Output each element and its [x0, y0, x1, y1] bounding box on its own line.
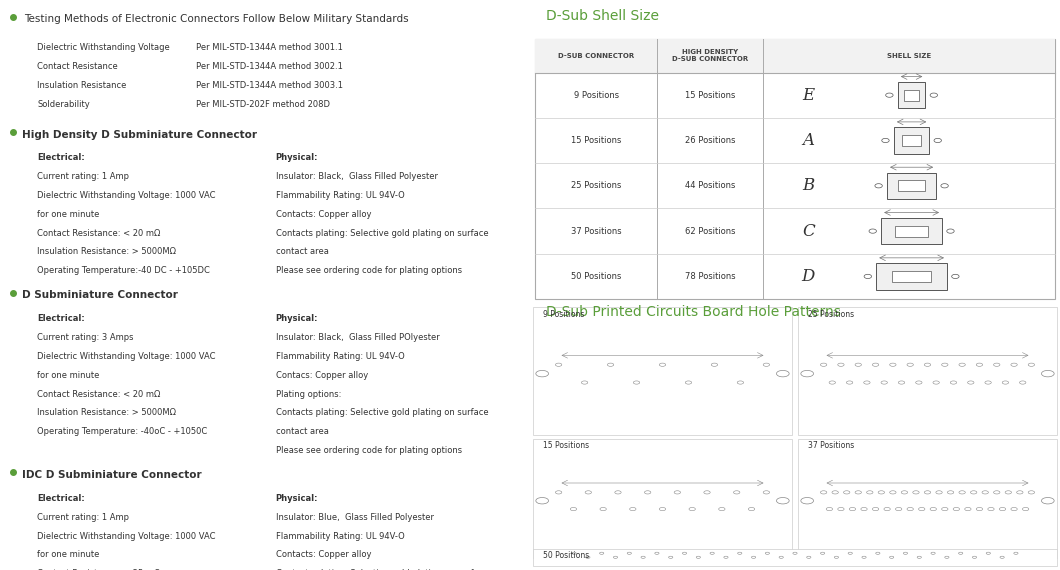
Bar	[797, 307, 1057, 435]
Text: Contacts plating: Selective gold plating on surface: Contacts plating: Selective gold plating…	[276, 408, 489, 417]
Text: D-Sub Shell Size: D-Sub Shell Size	[546, 9, 659, 23]
Text: Insulator: Black,  Glass Filled Polyester: Insulator: Black, Glass Filled Polyester	[276, 172, 438, 181]
Text: Plating options:: Plating options:	[276, 389, 341, 398]
Text: 15 Positions: 15 Positions	[571, 136, 621, 145]
Text: Insulation Resistance: > 5000MΩ: Insulation Resistance: > 5000MΩ	[37, 408, 176, 417]
Text: Current rating: 1 Amp: Current rating: 1 Amp	[37, 172, 129, 181]
Bar	[532, 548, 1057, 566]
Text: Dielectric Withstanding Voltage: Dielectric Withstanding Voltage	[37, 43, 170, 52]
Text: High Density D Subminiature Connector: High Density D Subminiature Connector	[22, 129, 258, 140]
Text: Physical:: Physical:	[276, 494, 318, 503]
Bar	[881, 218, 942, 245]
Text: Physical:: Physical:	[276, 153, 318, 162]
Bar	[535, 39, 1055, 72]
Text: Per MIL-STD-1344A method 3003.1: Per MIL-STD-1344A method 3003.1	[196, 81, 343, 90]
Text: Physical:: Physical:	[276, 314, 318, 323]
Text: Per MIL-STD-202F method 208D: Per MIL-STD-202F method 208D	[196, 100, 330, 109]
Text: 37 Positions: 37 Positions	[808, 441, 854, 450]
Text: contact area: contact area	[276, 247, 329, 256]
Text: Dielectric Withstanding Voltage: 1000 VAC: Dielectric Withstanding Voltage: 1000 VA…	[37, 352, 215, 361]
Text: Dielectric Withstanding Voltage: 1000 VAC: Dielectric Withstanding Voltage: 1000 VA…	[37, 532, 215, 540]
Text: Contacts: Copper alloy: Contacts: Copper alloy	[276, 551, 371, 559]
Text: Insulator: Blue,  Glass Filled Polyester: Insulator: Blue, Glass Filled Polyester	[276, 513, 434, 522]
Text: Please see ordering code for plating options: Please see ordering code for plating opt…	[276, 266, 462, 275]
Text: Testing Methods of Electronic Connectors Follow Below Military Standards: Testing Methods of Electronic Connectors…	[23, 14, 408, 25]
Bar	[532, 439, 792, 558]
Text: Per MIL-STD-1344A method 3002.1: Per MIL-STD-1344A method 3002.1	[196, 62, 343, 71]
Text: D: D	[801, 268, 815, 285]
Text: SHELL SIZE: SHELL SIZE	[887, 53, 931, 59]
Text: Per MIL-STD-1344A method 3001.1: Per MIL-STD-1344A method 3001.1	[196, 43, 343, 52]
Text: Contact Resistance: Contact Resistance	[37, 62, 118, 71]
Text: E: E	[802, 87, 814, 104]
Text: Contacts plating: Selective gold plating on surface: Contacts plating: Selective gold plating…	[276, 229, 489, 238]
Text: Contact Resistance: < 20 mΩ: Contact Resistance: < 20 mΩ	[37, 229, 160, 238]
Text: D-Sub Printed Circuits Board Hole Patterns: D-Sub Printed Circuits Board Hole Patter…	[546, 305, 841, 319]
Text: Operating Temperature:-40 DC - +105DC: Operating Temperature:-40 DC - +105DC	[37, 266, 210, 275]
Text: Contacts plating: Selective gold plating on surface: Contacts plating: Selective gold plating…	[276, 569, 489, 570]
Text: for one minute: for one minute	[37, 210, 100, 219]
Text: Current rating: 1 Amp: Current rating: 1 Amp	[37, 513, 129, 522]
Bar	[898, 82, 925, 108]
Bar	[877, 263, 947, 290]
Text: D Subminiature Connector: D Subminiature Connector	[22, 291, 178, 300]
Text: 9 Positions: 9 Positions	[573, 91, 619, 100]
Text: Electrical:: Electrical:	[37, 494, 85, 503]
Text: 50 Positions: 50 Positions	[571, 272, 621, 281]
Text: 15 Positions: 15 Positions	[543, 441, 589, 450]
Text: 15 Positions: 15 Positions	[685, 91, 736, 100]
Text: C: C	[801, 223, 815, 239]
Text: Flammability Rating: UL 94V-O: Flammability Rating: UL 94V-O	[276, 352, 404, 361]
Bar	[894, 127, 930, 154]
Text: Contacts: Copper alloy: Contacts: Copper alloy	[276, 210, 371, 219]
Text: Flammability Rating: UL 94V-O: Flammability Rating: UL 94V-O	[276, 191, 404, 200]
Text: 37 Positions: 37 Positions	[571, 227, 621, 235]
Bar	[532, 307, 792, 435]
Text: Solderability: Solderability	[37, 100, 90, 109]
Text: for one minute: for one minute	[37, 551, 100, 559]
Text: Insulation Resistance: Insulation Resistance	[37, 81, 126, 90]
Text: 26 Positions: 26 Positions	[685, 136, 736, 145]
Bar	[893, 271, 931, 282]
Text: IDC D Subminiature Connector: IDC D Subminiature Connector	[22, 470, 201, 480]
Bar	[887, 173, 936, 199]
Text: Dielectric Withstanding Voltage: 1000 VAC: Dielectric Withstanding Voltage: 1000 VA…	[37, 191, 215, 200]
Text: D-SUB CONNECTOR: D-SUB CONNECTOR	[559, 53, 634, 59]
Bar	[898, 180, 925, 192]
Text: for one minute: for one minute	[37, 370, 100, 380]
Text: 9 Positions: 9 Positions	[543, 310, 585, 319]
Text: A: A	[802, 132, 814, 149]
Text: B: B	[802, 177, 814, 194]
Text: 25 Positions: 25 Positions	[571, 181, 621, 190]
Text: Electrical:: Electrical:	[37, 153, 85, 162]
Bar	[904, 89, 919, 101]
Bar	[895, 226, 929, 237]
Text: Electrical:: Electrical:	[37, 314, 85, 323]
Text: Insulation Resistance: > 5000MΩ: Insulation Resistance: > 5000MΩ	[37, 247, 176, 256]
Text: 62 Positions: 62 Positions	[685, 227, 736, 235]
Bar	[797, 439, 1057, 558]
Text: 25 Positions: 25 Positions	[808, 310, 854, 319]
Text: Contact Resistance: < 20 mΩ: Contact Resistance: < 20 mΩ	[37, 389, 160, 398]
Text: contact area: contact area	[276, 427, 329, 436]
Bar	[535, 39, 1055, 299]
Bar	[902, 135, 921, 146]
Text: 78 Positions: 78 Positions	[685, 272, 736, 281]
Text: HIGH DENSITY
D-SUB CONNECTOR: HIGH DENSITY D-SUB CONNECTOR	[672, 50, 748, 62]
Text: Current rating: 3 Amps: Current rating: 3 Amps	[37, 333, 134, 342]
Text: Contact Resistance: < 25 mO: Contact Resistance: < 25 mO	[37, 569, 161, 570]
Text: Contacs: Copper alloy: Contacs: Copper alloy	[276, 370, 368, 380]
Text: 44 Positions: 44 Positions	[685, 181, 736, 190]
Text: Please see ordering code for plating options: Please see ordering code for plating opt…	[276, 446, 462, 455]
Text: 50 Positions: 50 Positions	[543, 551, 589, 560]
Text: Insulator: Black,  Glass Filled POlyester: Insulator: Black, Glass Filled POlyester	[276, 333, 439, 342]
Text: Operating Temperature: -40oC - +1050C: Operating Temperature: -40oC - +1050C	[37, 427, 208, 436]
Text: Flammability Rating: UL 94V-O: Flammability Rating: UL 94V-O	[276, 532, 404, 540]
